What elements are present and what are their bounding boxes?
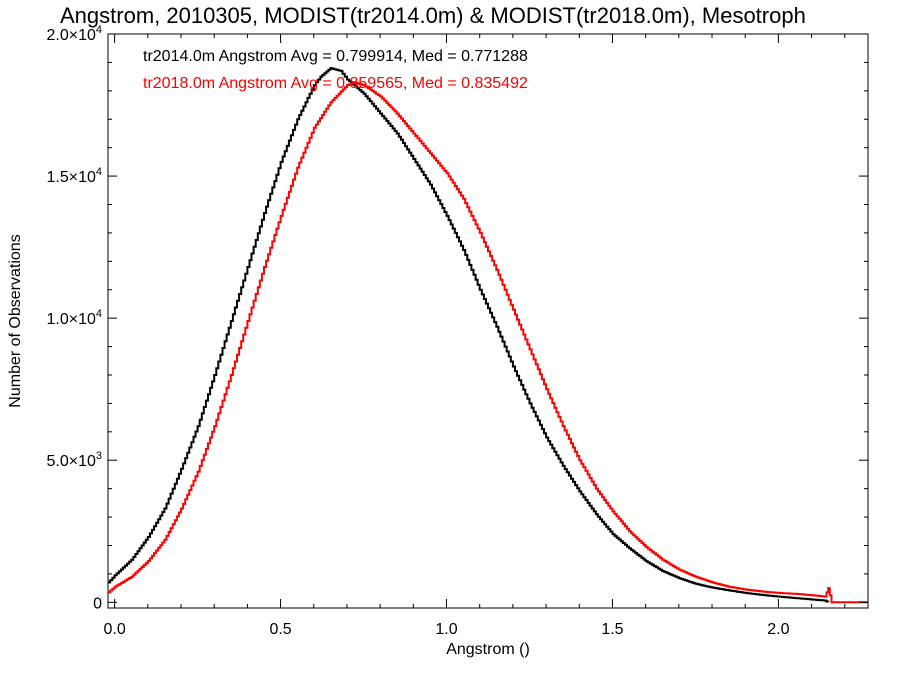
y-tick-label: 1.0×104 <box>46 308 102 328</box>
x-tick-label: 1.5 <box>601 621 623 638</box>
annotation-layer: tr2014.0m Angstrom Avg = 0.799914, Med =… <box>143 48 528 92</box>
series-line-tr2014.0m <box>108 67 830 603</box>
axes-layer: 0.0 0.5 1.0 1.5 2.0 0 5.0×103 1.0×104 1.5×104 2.0… <box>46 24 868 638</box>
chart-title: Angstrom, 2010305, MODIST(tr2014.0m) & M… <box>60 3 806 28</box>
y-axis-label: Number of Observations <box>7 234 24 407</box>
x-axis-label: Angstrom () <box>446 641 530 658</box>
series-layer <box>108 67 868 604</box>
x-tick-label: 0.5 <box>269 621 291 638</box>
y-tick-label: 0 <box>93 595 102 612</box>
x-tick-label: 1.0 <box>435 621 457 638</box>
x-tick-label: 0.0 <box>104 621 126 638</box>
series-line-tr2018.0m <box>108 81 868 604</box>
series-annotation-tr2014.0m: tr2014.0m Angstrom Avg = 0.799914, Med =… <box>143 48 528 65</box>
x-tick-label: 2.0 <box>767 621 789 638</box>
y-tick-label: 5.0×103 <box>46 450 102 470</box>
y-tick-label: 1.5×104 <box>46 166 102 186</box>
plot-frame <box>107 33 869 609</box>
series-annotation-tr2018.0m: tr2018.0m Angstrom Avg = 0.859565, Med =… <box>143 75 528 92</box>
y-tick-label: 2.0×104 <box>46 24 102 44</box>
